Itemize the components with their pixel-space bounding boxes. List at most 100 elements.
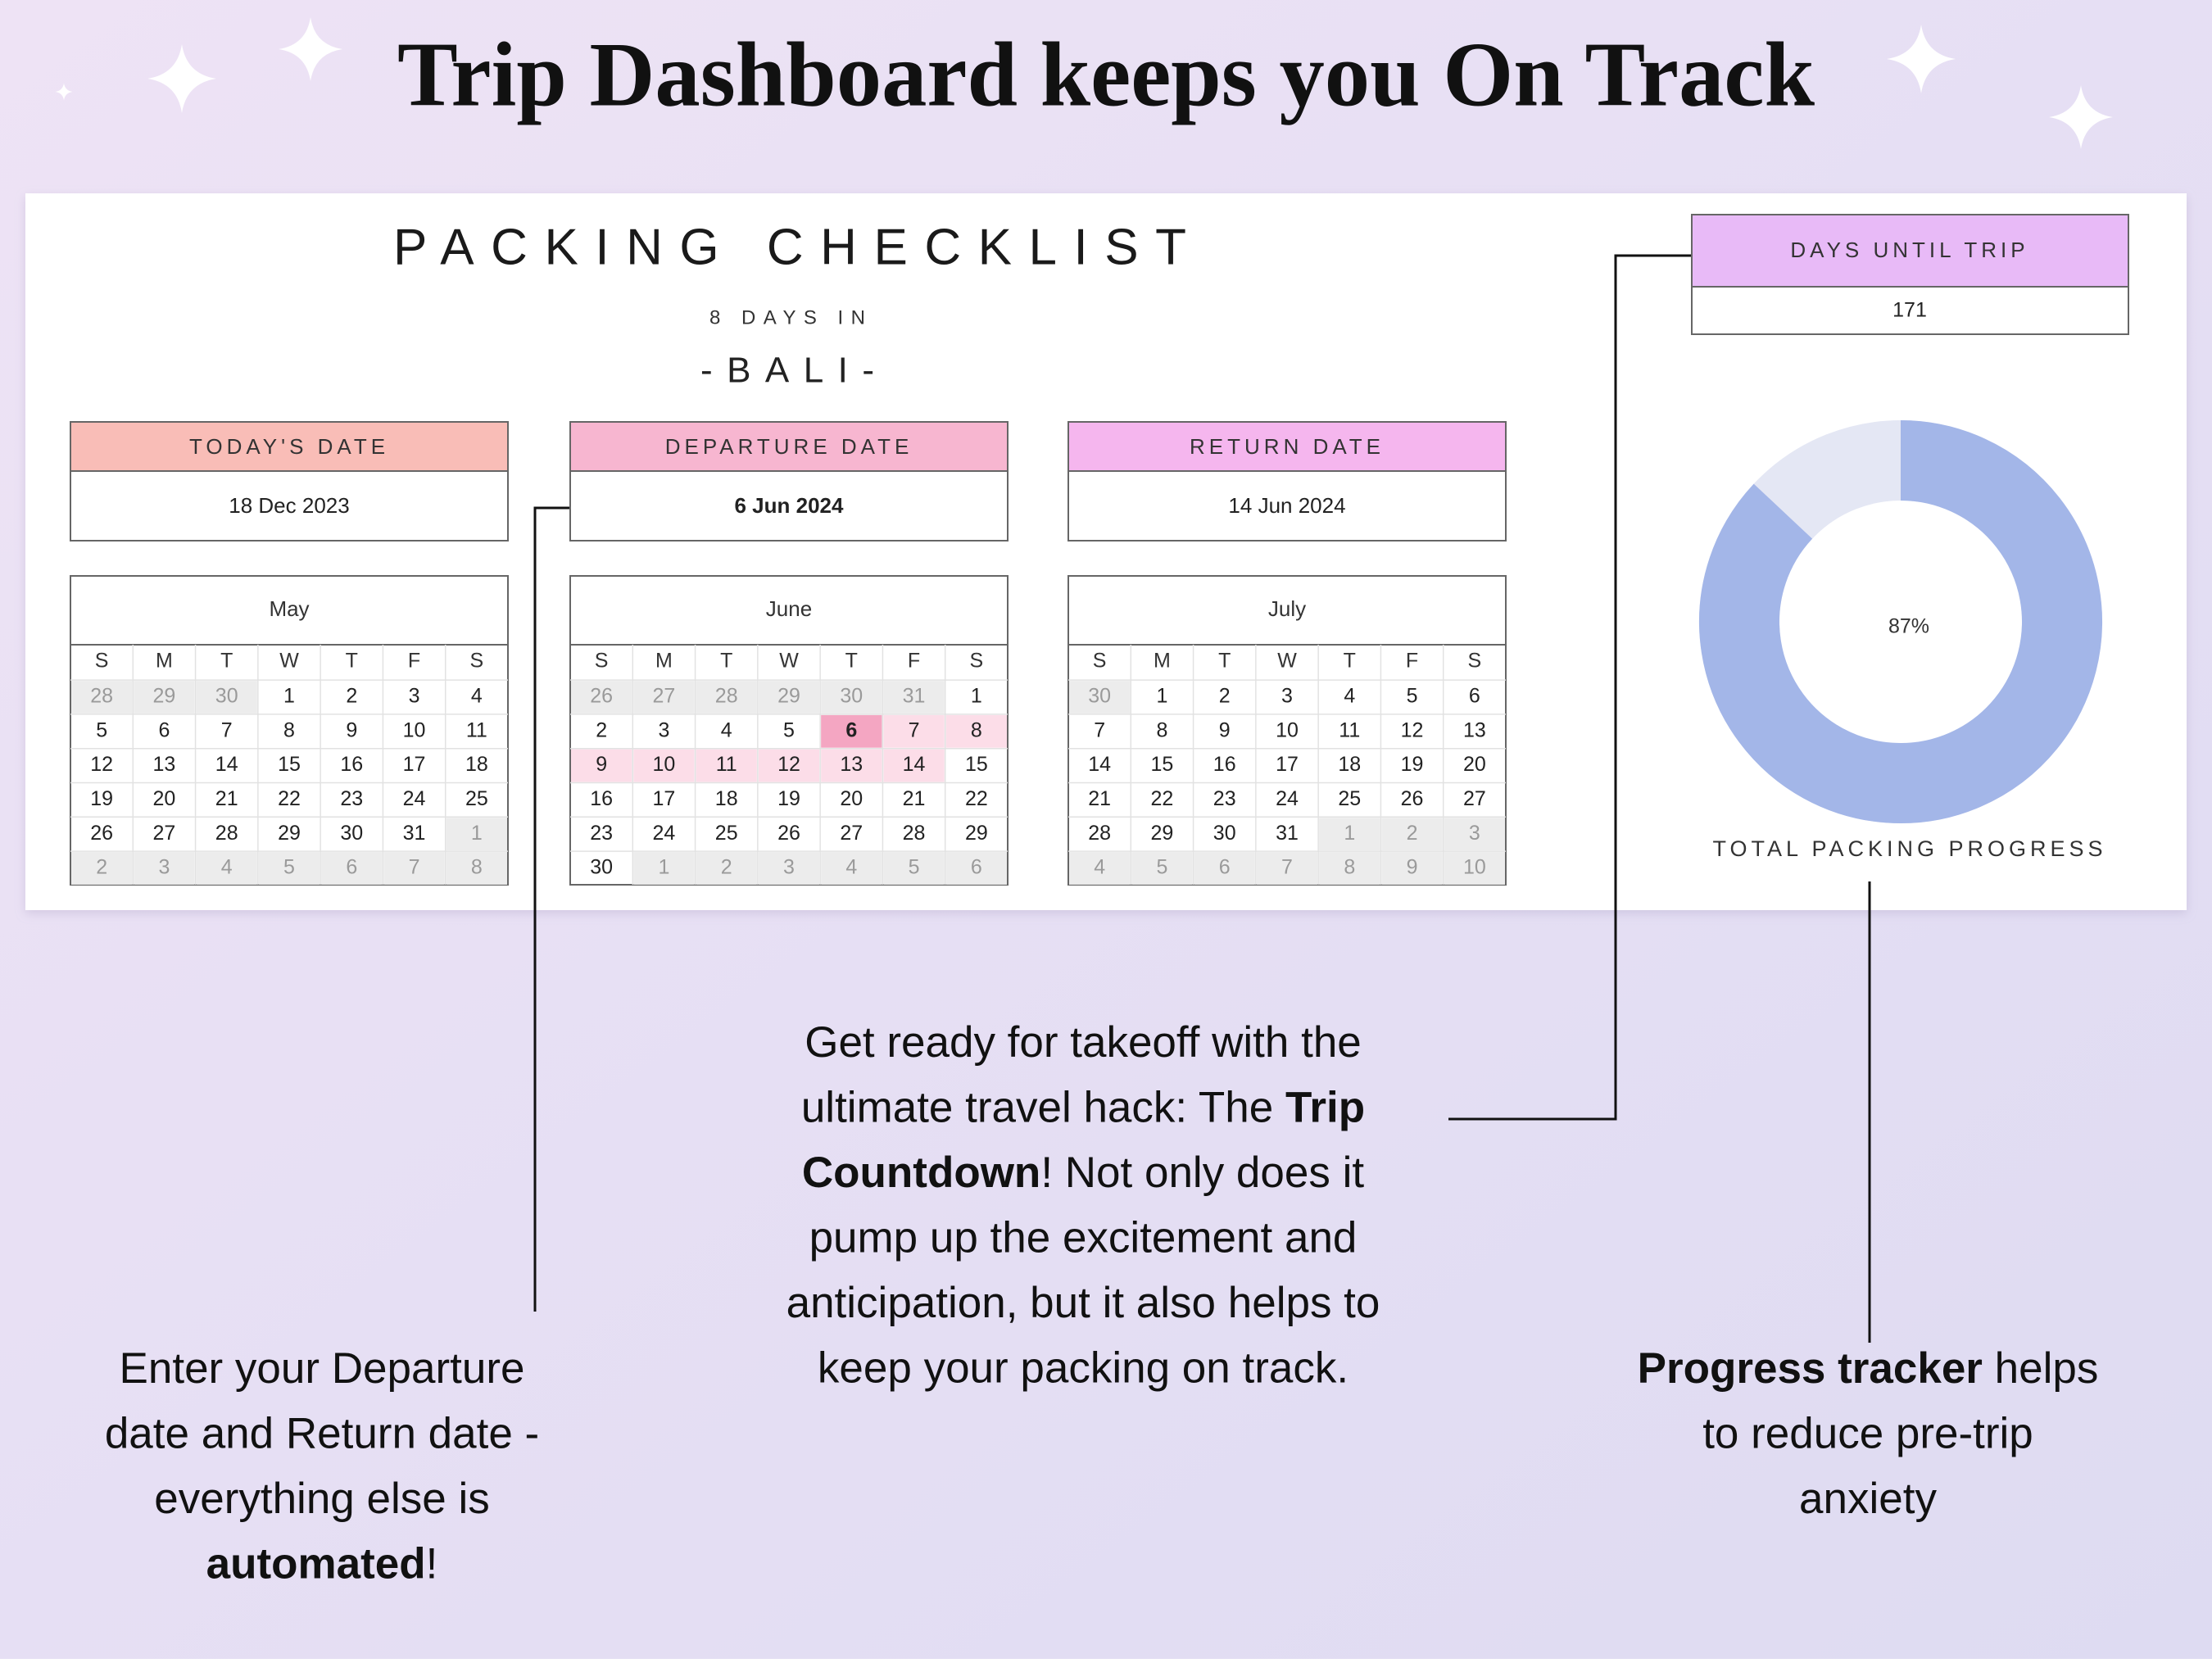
calendar-day: 14 [903,753,926,776]
outside-day-cell [196,852,257,885]
calendar-day: 2 [96,856,107,879]
annotation-text: everything else is [154,1475,489,1523]
calendar-day: 18 [715,787,738,810]
calendar-day: 1 [283,685,295,708]
calendar-day: 19 [1401,753,1424,776]
calendar-day: 4 [721,718,732,741]
outside-day-cell [71,852,133,885]
calendar-day: 11 [716,753,737,776]
outside-day-cell [321,852,383,885]
annotation-text: Get ready for takeoff with the [805,1018,1362,1067]
calendar-day: 2 [346,685,357,708]
weekday-label: T [220,650,233,673]
weekday-label: T [845,650,858,673]
star [279,17,342,82]
calendar-day: 6 [845,718,857,741]
date-value: 14 Jun 2024 [1228,493,1345,518]
calendar-day: 20 [840,787,863,810]
calendar-day: 26 [590,685,613,708]
calendar-day: 10 [1276,718,1299,741]
calendar-day: 18 [1338,753,1361,776]
calendar-day: 29 [777,685,800,708]
outside-day-cell [258,852,320,885]
outside-day-cell [1194,852,1255,885]
annotation-line: date and Return date - [105,1410,539,1458]
calendar-day: 29 [153,685,176,708]
calendar-day: 6 [158,718,170,741]
annotation-text: Progress tracker [1638,1344,1983,1393]
outside-day-cell [696,681,757,714]
calendar-day: 7 [909,718,920,741]
calendar-day: 4 [471,685,483,708]
weekday-label: T [1344,650,1356,673]
calendar-day: 9 [596,753,607,776]
annotation-line: anxiety [1799,1475,1937,1523]
calendar-day: 5 [783,718,795,741]
annotation-text: keep your packing on track. [818,1344,1349,1393]
annotation-text: anxiety [1799,1475,1937,1523]
calendar-day: 8 [1344,856,1355,879]
calendar-day: 12 [1401,718,1424,741]
calendar-day: 10 [653,753,676,776]
calendar-day: 5 [1407,685,1418,708]
annotation-line: keep your packing on track. [818,1344,1349,1393]
outside-day-cell [1444,818,1505,851]
calendar-day: 9 [346,718,357,741]
annotation-text: automated [206,1540,426,1588]
annotation-text: ! Not only does it [1040,1149,1364,1197]
calendar-day: 22 [965,787,988,810]
destination: -BALI- [700,351,874,391]
trip-day-cell [883,749,945,782]
annotation-text: Trip [1285,1084,1365,1132]
calendar-day: 8 [971,718,982,741]
stars [55,17,2113,149]
date-header [1067,421,1507,472]
checklist-subtitle: 8 DAYS IN [709,306,865,329]
calendar-day: 24 [403,787,426,810]
calendar-day: 7 [409,856,420,879]
calendar-day: 15 [1151,753,1174,776]
calendar-day: 23 [590,822,613,845]
calendar-day: 2 [596,718,607,741]
calendar-day: 30 [1088,685,1111,708]
calendar-month: May [269,596,309,621]
calendar-day: 4 [845,856,857,879]
calendar-day: 26 [777,822,800,845]
calendar-day: 13 [1463,718,1486,741]
calendar-day: 1 [1344,822,1355,845]
calendar-day: 22 [278,787,301,810]
calendar-day: 24 [1276,787,1299,810]
outside-day-cell [633,681,695,714]
calendar-day: 19 [90,787,113,810]
weekday-label: S [1468,650,1482,673]
annotation-line: anticipation, but it also helps to [786,1279,1380,1327]
outside-day-cell [71,681,133,714]
annotation-text: ! [426,1540,438,1588]
calendar-day: 12 [777,753,800,776]
weekday-label: F [408,650,420,673]
calendar-day: 22 [1151,787,1174,810]
calendar-day: 31 [1276,822,1299,845]
calendar-day: 3 [783,856,795,879]
calendar-day: 7 [221,718,233,741]
weekday-label: T [346,650,358,673]
trip-day-cell [633,749,695,782]
calendar-day: 21 [215,787,238,810]
date-label: TODAY'S DATE [189,434,389,459]
weekday-label: S [595,650,609,673]
outside-day-cell [383,852,445,885]
calendar-day: 19 [777,787,800,810]
trip-day-cell [821,714,882,748]
trip-day-cell [821,749,882,782]
calendar-day: 7 [1281,856,1293,879]
progress-value-label: 87% [1888,615,1929,638]
calendar-day: 5 [283,856,295,879]
calendar-day: 6 [971,856,982,879]
outside-day-cell [633,852,695,885]
annotation-line: automated! [206,1540,438,1588]
date-label: DEPARTURE DATE [665,434,913,459]
outside-day-cell [1381,852,1443,885]
calendar-day: 11 [1339,718,1360,741]
